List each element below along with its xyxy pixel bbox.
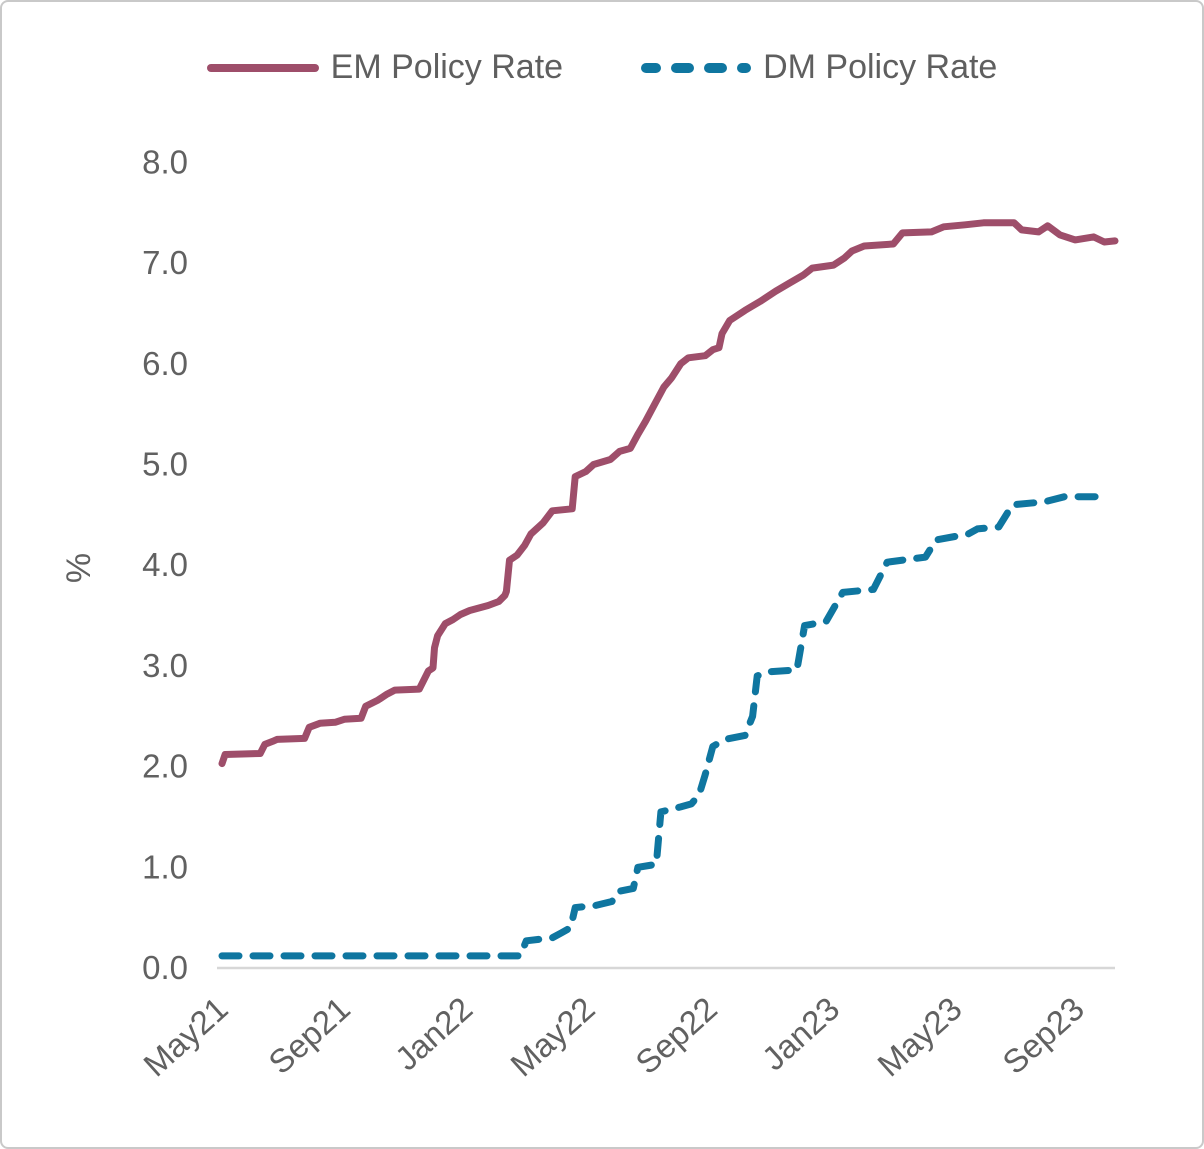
- y-axis-tick-label: 0.0: [142, 949, 188, 986]
- x-axis-tick-label: May22: [503, 990, 601, 1084]
- x-axis-tick-label: Jan22: [388, 990, 480, 1078]
- x-axis-tick-label: Jan23: [755, 990, 847, 1078]
- x-axis-tick-label: Sep23: [995, 990, 1091, 1081]
- x-axis-tick-label: Sep21: [261, 990, 357, 1081]
- y-axis-tick-label: 6.0: [142, 345, 188, 382]
- x-axis-tick-label: May23: [870, 990, 968, 1084]
- y-axis-tick-label: 1.0: [142, 848, 188, 885]
- y-axis-tick-label: 7.0: [142, 244, 188, 281]
- legend-item-em: EM Policy Rate: [206, 48, 564, 87]
- y-axis-tick-label: 2.0: [142, 748, 188, 785]
- legend-item-dm: DM Policy Rate: [641, 48, 997, 87]
- y-axis-tick-label: 5.0: [142, 446, 188, 483]
- y-axis-title: %: [60, 553, 98, 583]
- x-axis-tick-label: May21: [136, 990, 234, 1084]
- y-axis-tick-label: 8.0: [142, 143, 188, 180]
- em-line-swatch: [206, 63, 319, 72]
- legend: EM Policy Rate DM Policy Rate: [2, 48, 1202, 87]
- y-axis-tick-label: 4.0: [142, 546, 188, 583]
- em-policy-rate-line: [218, 219, 1119, 768]
- legend-label-dm: DM Policy Rate: [763, 48, 998, 86]
- dm-policy-rate-line: [218, 493, 1113, 960]
- legend-label-em: EM Policy Rate: [330, 48, 564, 86]
- x-axis-tick-label: Sep22: [628, 990, 724, 1081]
- dm-line-swatch: [641, 62, 752, 73]
- y-axis-tick-label: 3.0: [142, 647, 188, 684]
